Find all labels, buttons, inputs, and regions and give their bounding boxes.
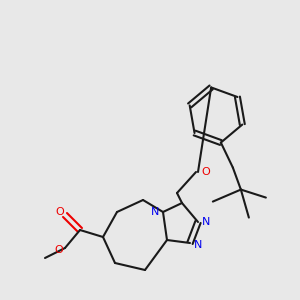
Text: N: N [151, 207, 159, 217]
Text: O: O [202, 167, 210, 177]
Text: N: N [194, 240, 202, 250]
Text: O: O [56, 207, 64, 217]
Text: O: O [55, 245, 63, 255]
Text: N: N [202, 217, 210, 227]
